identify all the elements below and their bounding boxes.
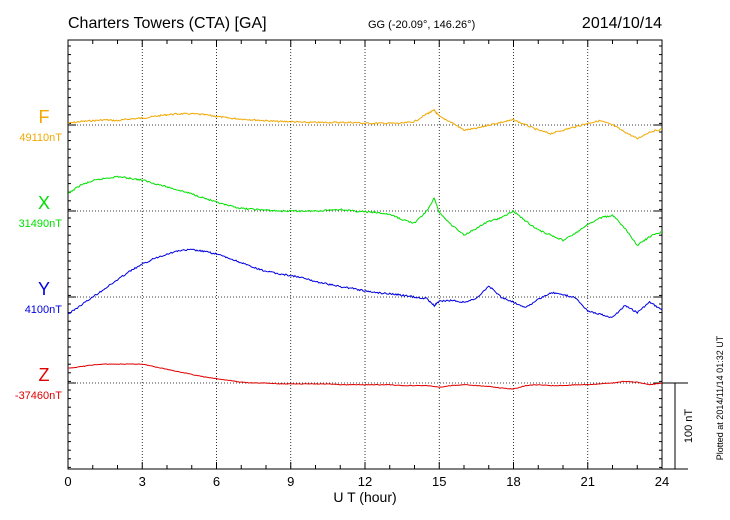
series-name-x: X — [38, 193, 50, 213]
series-name-y: Y — [38, 279, 50, 299]
series-line-f — [67, 108, 663, 140]
series-baseline-label-x: 31490nT — [19, 218, 63, 230]
scale-bar-label: 100 nT — [683, 409, 695, 444]
grid-lines — [141, 40, 589, 469]
x-tick-label: 3 — [139, 474, 146, 489]
series-lines — [67, 108, 663, 390]
x-tick-label: 0 — [64, 474, 71, 489]
x-tick-label: 18 — [506, 474, 520, 489]
series-baseline-label-z: -37460nT — [15, 390, 62, 402]
series-line-x — [68, 175, 662, 246]
x-tick-labels: 0 3 6 9 12 15 18 21 24 — [64, 474, 669, 489]
series-line-z — [67, 363, 663, 390]
plot-frame — [67, 39, 663, 470]
x-tick-label: 12 — [358, 474, 372, 489]
chart-subtitle: GG (-20.09°, 146.26°) — [368, 19, 475, 31]
series-line-y — [67, 248, 663, 319]
scale-bar: 100 nT — [662, 382, 695, 470]
series-baseline-label-y: 4100nT — [25, 304, 63, 316]
series-labels: F 49110nT X 31490nT Y 4100nT Z -37460nT — [15, 107, 62, 402]
x-axis-label: U T (hour) — [333, 489, 396, 505]
chart-date: 2014/10/14 — [582, 15, 662, 32]
series-name-f: F — [39, 107, 50, 127]
baseline-lines — [68, 124, 662, 384]
chart-title: Charters Towers (CTA) [GA] — [68, 15, 267, 32]
x-tick-label: 6 — [213, 474, 220, 489]
series-baseline-label-f: 49110nT — [19, 132, 62, 144]
x-tick-label: 15 — [432, 474, 446, 489]
series-name-z: Z — [39, 365, 50, 385]
plot-timestamp: Plotted at 2014/11/14 01:32 UT — [715, 335, 725, 460]
x-tick-label: 9 — [287, 474, 294, 489]
axis-ticks — [67, 40, 663, 469]
x-tick-label: 24 — [655, 474, 669, 489]
x-tick-label: 21 — [581, 474, 595, 489]
